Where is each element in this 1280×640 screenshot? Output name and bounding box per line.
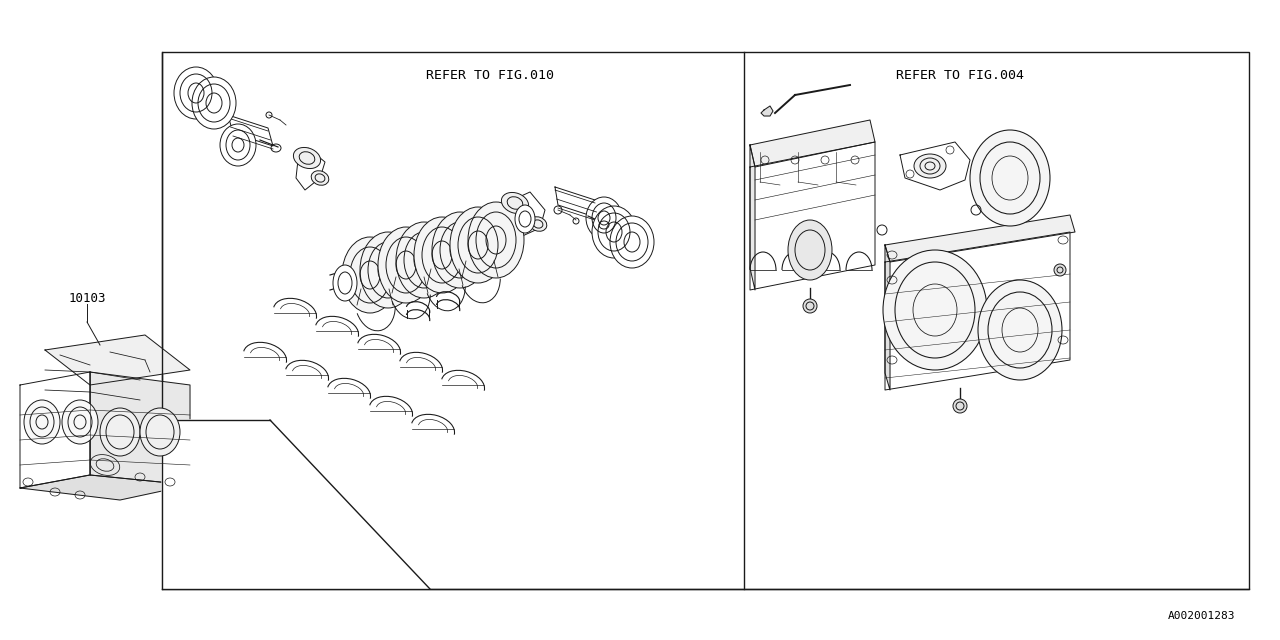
Ellipse shape [220,124,256,166]
Bar [163,52,1249,589]
Ellipse shape [451,207,506,283]
Polygon shape [228,115,273,146]
Polygon shape [45,335,189,385]
Polygon shape [884,232,1070,390]
Ellipse shape [413,217,470,293]
Ellipse shape [396,222,452,298]
Ellipse shape [803,299,817,313]
Ellipse shape [24,400,60,444]
Ellipse shape [593,206,636,258]
Polygon shape [90,372,189,485]
Ellipse shape [378,227,434,303]
Ellipse shape [100,408,140,456]
Ellipse shape [515,205,535,233]
Ellipse shape [333,265,357,301]
Ellipse shape [1053,264,1066,276]
Polygon shape [506,192,545,238]
Ellipse shape [192,77,236,129]
Polygon shape [20,372,90,488]
Polygon shape [750,120,876,167]
Ellipse shape [970,130,1050,226]
Ellipse shape [883,250,987,370]
Ellipse shape [978,280,1062,380]
Polygon shape [884,245,890,390]
Ellipse shape [529,217,547,231]
Ellipse shape [311,171,329,185]
Polygon shape [296,148,325,190]
Ellipse shape [788,220,832,280]
Polygon shape [884,215,1075,262]
Ellipse shape [342,237,398,313]
Polygon shape [163,420,430,589]
Text: 10103: 10103 [68,291,106,305]
Ellipse shape [611,216,654,268]
Text: A002001283: A002001283 [1167,611,1235,621]
Polygon shape [20,475,189,500]
Polygon shape [900,142,970,190]
Text: REFER TO FIG.010: REFER TO FIG.010 [426,68,554,81]
Ellipse shape [954,399,966,413]
Ellipse shape [468,202,524,278]
Polygon shape [762,106,773,116]
Ellipse shape [140,408,180,456]
Polygon shape [750,142,876,290]
Ellipse shape [914,154,946,178]
Ellipse shape [61,400,99,444]
Ellipse shape [293,147,320,168]
Text: REFER TO FIG.004: REFER TO FIG.004 [896,68,1024,81]
Ellipse shape [502,193,529,214]
Ellipse shape [360,232,416,308]
Ellipse shape [433,212,488,288]
Polygon shape [556,187,598,218]
Polygon shape [750,145,755,290]
Ellipse shape [174,67,218,119]
Ellipse shape [586,197,622,239]
